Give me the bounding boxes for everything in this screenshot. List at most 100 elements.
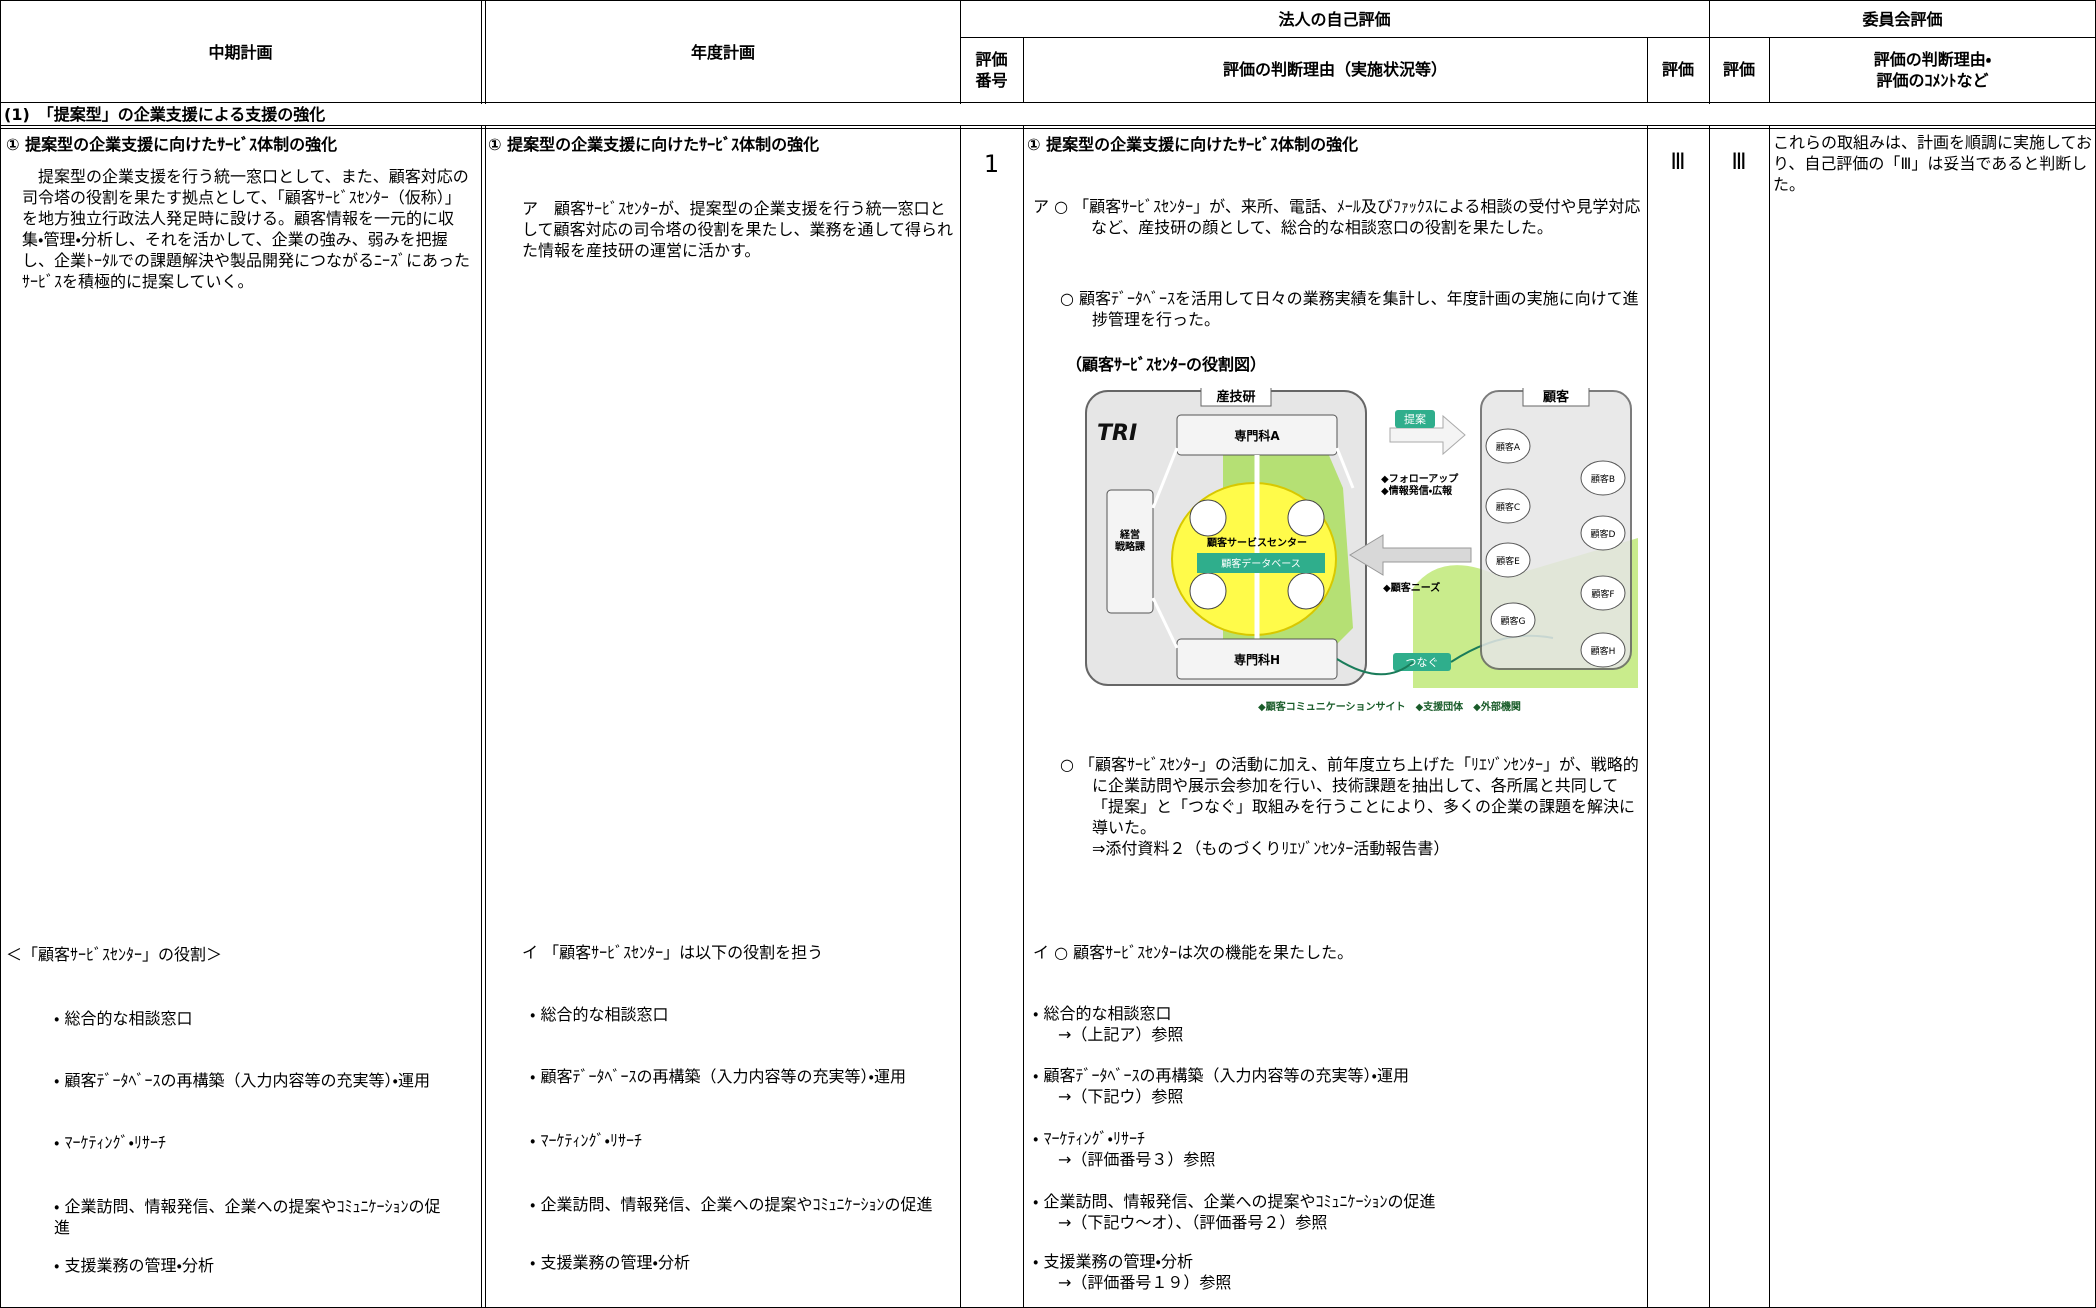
header-cell: 評価 (1722, 60, 1755, 79)
role-item: ・ 顧客ﾃﾞｰﾀﾍﾞｰｽの再構築（入力内容等の充実等）・運用 (1033, 1066, 1409, 1085)
heading: ① 提案型の企業支援に向けたｻｰﾋﾞｽ体制の強化 (6, 135, 338, 154)
diagram-label: 経営戦略課 (1115, 528, 1146, 553)
border (1709, 0, 1710, 104)
customer-circle (1580, 460, 1626, 496)
border (1023, 37, 1024, 103)
diagram-label: 顧客A (1496, 441, 1521, 453)
text-line: 経営 (1119, 528, 1140, 541)
border (1023, 126, 1024, 1308)
diagram-label: つなぐ (1406, 656, 1439, 669)
role-item: ・ ﾏｰｹﾃｨﾝｸﾞ・ﾘｻｰﾁ (1033, 1129, 1145, 1148)
eval-number: 1 (983, 150, 1000, 178)
diagram-title: （顧客ｻｰﾋﾞｽｾﾝﾀｰの役割図） (1066, 355, 1267, 374)
heading: ① 提案型の企業支援に向けたｻｰﾋﾞｽ体制の強化 (1027, 135, 1359, 154)
role-ref: →（評価番号１９）参照 (1058, 1273, 1232, 1292)
diagram-label: 顧客B (1591, 473, 1615, 485)
header-cell: 評価 (1661, 60, 1694, 79)
arrow (1389, 414, 1466, 456)
role-item: ・ 総合的な相談窓口 (1033, 1004, 1172, 1023)
border (1709, 126, 1710, 1308)
diagram-label: 専門科H (1234, 652, 1280, 667)
role-item: ・ 支援業務の管理・分析 (1033, 1252, 1193, 1271)
diagram-label: 顧客E (1496, 555, 1520, 567)
committee-comment: これらの取組みは、計画を順調に実施しており、自己評価の「Ⅲ」は妥当であると判断し… (1773, 133, 2093, 194)
customer-circle (1485, 542, 1531, 578)
border (0, 102, 2096, 103)
diagram-label: ◆顧客コミュニケーションサイト ◆支援団体 ◆外部機関 (1258, 700, 1521, 713)
role-diagram: 産技研 TRI 専門科A 経営戦略課 顧客サービスセンター 顧客データベース 専… (1085, 388, 1638, 713)
header-cell: 評価 番号 (975, 50, 1008, 90)
role-ref: →（下記ウ～オ）、（評価番号２）参照 (1058, 1213, 1328, 1232)
diagram-label: 提案 (1404, 413, 1426, 426)
role-item: ・ 総合的な相談窓口 (530, 1005, 669, 1024)
diagram-label: 顧客G (1501, 615, 1526, 627)
diagram-label: 顧客サービスセンター (1207, 536, 1307, 549)
border (481, 126, 482, 1308)
database-box (1197, 553, 1325, 573)
customer-circles (1485, 428, 1626, 668)
customer-circle (1485, 428, 1531, 464)
diagram-label: 顧客C (1496, 501, 1520, 513)
role-ref: →（上記ア）参照 (1058, 1025, 1184, 1044)
role-ref: →（下記ウ）参照 (1058, 1087, 1184, 1106)
border (485, 126, 486, 1308)
section-title: (1) 「提案型」の企業支援による支援の強化 (4, 105, 326, 124)
role-item: ・ 顧客ﾃﾞｰﾀﾍﾞｰｽの再構築（入力内容等の充実等）・運用 (54, 1071, 430, 1090)
roles-title: イ ○ 顧客ｻｰﾋﾞｽｾﾝﾀｰは次の機能を果たした。 (1033, 943, 1354, 962)
customer-circle (1580, 575, 1626, 611)
paragraph: ○ 「顧客ｻｰﾋﾞｽｾﾝﾀｰ」の活動に加え、前年度立ち上げた「ﾘｴｿﾞﾝｾﾝﾀｰ… (1060, 755, 1639, 858)
role-item: ・ ﾏｰｹﾃｨﾝｸﾞ・ﾘｻｰﾁ (530, 1131, 642, 1150)
header-cell: 法人の自己評価 (1278, 10, 1391, 29)
role-item: ・ 支援業務の管理・分析 (54, 1256, 214, 1275)
arrow (1349, 534, 1472, 576)
border (1769, 126, 1770, 1308)
border (485, 0, 486, 104)
header-cell: 評価の判断理由（実施状況等） (1222, 60, 1447, 79)
diagram-label: 顧客F (1591, 588, 1614, 600)
diagram-label: 顧客D (1591, 528, 1616, 540)
grade: Ⅲ (1731, 150, 1747, 175)
role-item: ・ ﾏｰｹﾃｨﾝｸﾞ・ﾘｻｰﾁ (54, 1133, 166, 1152)
role-item: ・ 支援業務の管理・分析 (530, 1253, 690, 1272)
unit-circle (1189, 499, 1227, 537)
diagram-label: 専門科A (1234, 428, 1280, 443)
border (1647, 37, 1648, 103)
header-cell: 年度計画 (690, 43, 755, 62)
header-cell: 中期計画 (208, 43, 273, 62)
heading: ① 提案型の企業支援に向けたｻｰﾋﾞｽ体制の強化 (488, 135, 820, 154)
customer-circle (1485, 488, 1531, 524)
roles-title: ＜「顧客ｻｰﾋﾞｽｾﾝﾀｰ」の役割＞ (6, 945, 223, 964)
border (0, 125, 2096, 126)
border (0, 0, 1, 1308)
header-cell: 委員会評価 (1862, 10, 1943, 29)
diagram-label: ◆顧客ニーズ (1383, 581, 1440, 594)
role-item: ・ 企業訪問、情報発信、企業への提案やｺﾐｭﾆｹｰｼｮﾝの促進 (530, 1195, 933, 1214)
grade: Ⅲ (1670, 150, 1686, 175)
text-line: 戦略課 (1115, 540, 1146, 553)
border (960, 37, 2096, 38)
border (1647, 126, 1648, 1308)
unit-circle (1287, 572, 1325, 610)
label-box (1395, 410, 1435, 428)
unit-circle (1287, 499, 1325, 537)
customer-tab (1522, 388, 1590, 407)
dept-box (1106, 489, 1154, 614)
customer-circle (1490, 602, 1536, 638)
paragraph: 提案型の企業支援を行う統一窓口として、また、顧客対応の司令塔の役割を果たす拠点と… (22, 167, 471, 291)
customer-circle (1580, 632, 1626, 668)
role-item: ・ 顧客ﾃﾞｰﾀﾍﾞｰｽの再構築（入力内容等の充実等）・運用 (530, 1067, 906, 1086)
role-item: ・ 企業訪問、情報発信、企業への提案やｺﾐｭﾆｹｰｼｮﾝの促進 (54, 1197, 441, 1237)
paragraph: ア ○ 「顧客ｻｰﾋﾞｽｾﾝﾀｰ」が、来所、電話、ﾒｰﾙ及びﾌｧｯｸｽによる相談… (1033, 197, 1641, 237)
customer-circle (1580, 515, 1626, 551)
diagram-logo: TRI (1097, 421, 1137, 446)
border (0, 0, 2096, 1)
text-line: ◆フォローアップ (1381, 472, 1459, 485)
paragraph: ○ 顧客ﾃﾞｰﾀﾍﾞｰｽを活用して日々の業務実績を集計し、年度計画の実施に向けて… (1060, 289, 1639, 329)
header-cell: 評価の判断理由・ 評価のｺﾒﾝﾄなど (1873, 50, 1992, 90)
diagram-label: 顧客 (1542, 389, 1569, 405)
border (1769, 37, 1770, 103)
paragraph: ア 顧客ｻｰﾋﾞｽｾﾝﾀｰが、提案型の企業支援を行う統一窓口として顧客対応の司令… (522, 199, 954, 260)
arrow (1151, 447, 1355, 649)
org-tab (1200, 388, 1272, 407)
